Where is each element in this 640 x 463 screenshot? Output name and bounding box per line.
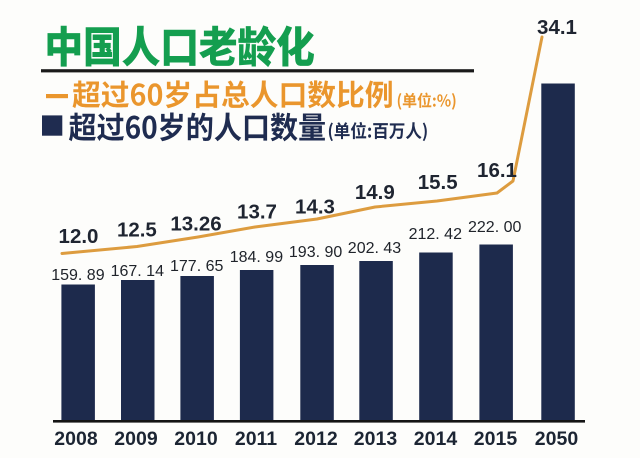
svg-text:12.5: 12.5 bbox=[117, 219, 157, 242]
svg-text:2013: 2013 bbox=[354, 428, 398, 450]
svg-text:202. 43: 202. 43 bbox=[348, 240, 401, 257]
svg-text:15.5: 15.5 bbox=[418, 171, 458, 194]
svg-text:212. 42: 212. 42 bbox=[409, 226, 462, 243]
svg-text:13.7: 13.7 bbox=[237, 201, 277, 224]
svg-text:159. 89: 159. 89 bbox=[51, 267, 104, 284]
svg-text:177. 65: 177. 65 bbox=[170, 258, 223, 275]
svg-text:2008: 2008 bbox=[54, 428, 98, 450]
svg-text:13.26: 13.26 bbox=[170, 213, 221, 236]
svg-text:167. 14: 167. 14 bbox=[111, 263, 164, 280]
svg-text:222. 00: 222. 00 bbox=[468, 219, 521, 236]
svg-text:12.0: 12.0 bbox=[59, 225, 99, 248]
svg-text:2014: 2014 bbox=[414, 428, 458, 450]
svg-text:16.1: 16.1 bbox=[477, 159, 517, 182]
svg-text:2050: 2050 bbox=[535, 428, 579, 450]
svg-text:2009: 2009 bbox=[114, 428, 158, 450]
svg-text:2012: 2012 bbox=[294, 428, 338, 450]
svg-text:2010: 2010 bbox=[174, 428, 218, 450]
svg-text:2015: 2015 bbox=[474, 428, 518, 450]
svg-text:14.3: 14.3 bbox=[295, 196, 335, 219]
svg-text:193. 90: 193. 90 bbox=[289, 244, 342, 261]
svg-text:14.9: 14.9 bbox=[355, 181, 395, 204]
svg-text:2011: 2011 bbox=[235, 428, 277, 450]
svg-text:34.1: 34.1 bbox=[537, 16, 577, 39]
svg-text:184. 99: 184. 99 bbox=[230, 249, 283, 266]
